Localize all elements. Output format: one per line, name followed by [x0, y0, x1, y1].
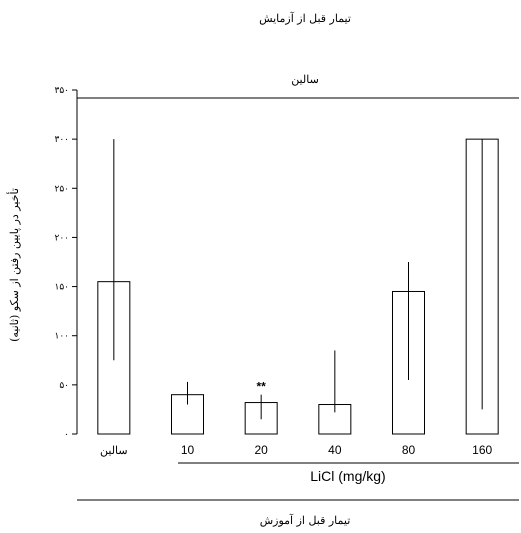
plot-area: ۰ ۵۰ ۱۰۰ ۱۵۰ ۲۰۰ ۲۵۰ ۳۰۰ ۳۵۰ سالین 10 ** 20 40 80 160 [54, 86, 499, 457]
y-tick-label: ۳۵۰ [54, 86, 69, 96]
y-tick-label: ۵۰ [59, 381, 69, 391]
y-tick-label: ۰ [64, 430, 69, 440]
y-tick-label: ۳۰۰ [54, 135, 69, 145]
top-group-label: سالین [291, 73, 319, 86]
x-tick-label: 10 [181, 443, 195, 457]
x-tick-label: سالین [100, 444, 128, 457]
y-tick-label: ۲۵۰ [54, 184, 69, 194]
y-tick-label: ۲۰۰ [54, 233, 69, 243]
x-tick-label: 20 [254, 443, 268, 457]
x-tick-label: 40 [328, 443, 342, 457]
significance-marker: ** [256, 380, 266, 394]
y-tick-label: ۱۰۰ [54, 332, 69, 342]
x-group-label: LiCl (mg/kg) [310, 468, 385, 484]
y-tick-label: ۱۵۰ [54, 283, 69, 293]
top-title: تیمار قبل از آزمایش [259, 12, 351, 25]
x-tick-label: 160 [472, 443, 492, 457]
x-tick-label: 80 [402, 443, 416, 457]
y-axis-label: تأخیر در پایین رفتن از سکو (ثانیه) [7, 188, 21, 342]
bottom-title: تیمار قبل از آموزش [260, 514, 351, 527]
